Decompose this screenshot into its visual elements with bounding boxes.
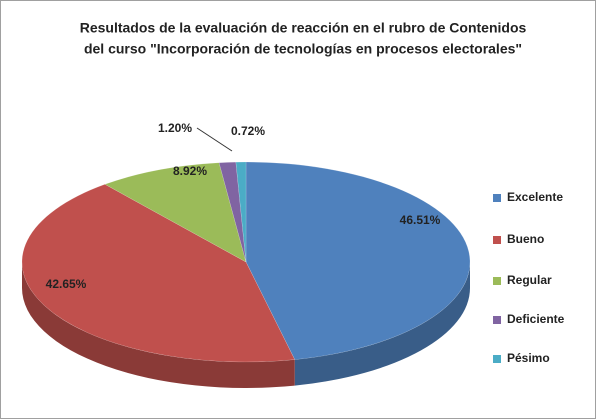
legend-label: Pésimo [507,351,550,365]
legend-swatch [493,194,501,202]
slice [235,161,247,263]
leader-line [196,127,233,152]
chart-title: del curso "Incorporación de tecnologías … [84,41,522,57]
legend-swatch [493,236,501,244]
data-label: 1.20% [158,121,192,135]
slice-side [294,262,471,386]
legend-label: Regular [507,273,552,287]
data-label: 46.51% [400,213,441,227]
slice [218,161,247,263]
data-label: 0.72% [231,124,265,138]
slice-side [22,262,295,389]
slice [245,161,471,360]
chart-title: Resultados de la evaluación de reacción … [80,20,527,36]
legend-label: Excelente [507,190,563,204]
legend-swatch [493,355,501,363]
data-label: 42.65% [46,277,87,291]
legend-swatch [493,316,501,324]
legend-swatch [493,277,501,285]
legend-label: Bueno [507,232,544,246]
data-label: 8.92% [173,164,207,178]
slice [21,184,296,363]
legend-label: Deficiente [507,312,565,326]
slice [104,162,247,263]
